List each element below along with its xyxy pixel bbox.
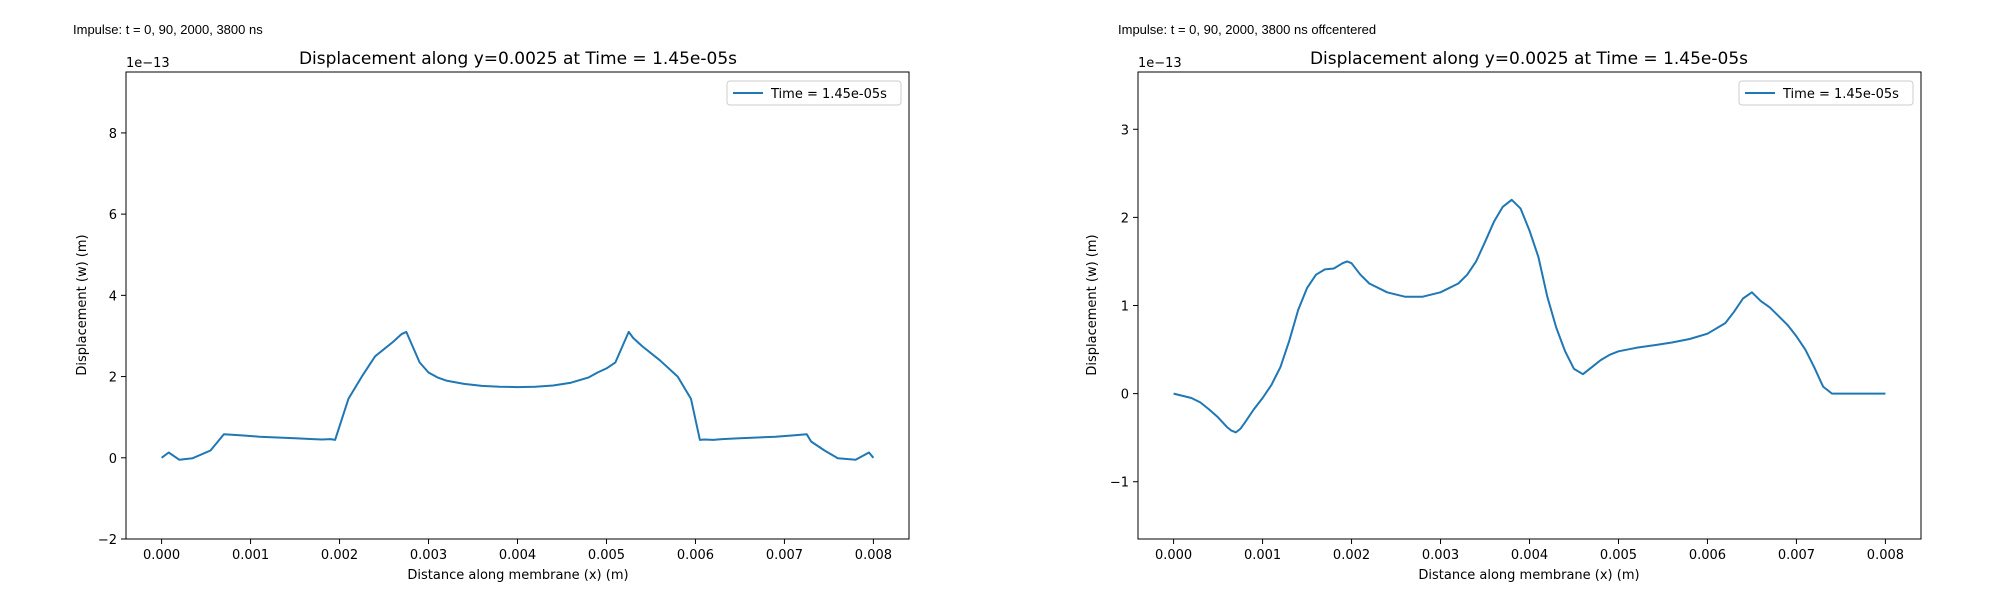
chart-title-right: Displacement along y=0.0025 at Time = 1.… [1310, 49, 1748, 69]
x-axis-ticks-left: 0.000 0.001 0.002 0.003 0.004 0.005 0.006 0.007… [143, 539, 892, 563]
x-tick-label: 0.008 [855, 548, 892, 563]
y-tick-label: 0 [1121, 388, 1129, 403]
panel-annotation-right: Impulse: t = 0, 90, 2000, 3800 ns offcen… [1118, 22, 1376, 37]
panel-annotation-left: Impulse: t = 0, 90, 2000, 3800 ns [73, 22, 263, 37]
legend-label-right: Time = 1.45e-05s [1782, 87, 1899, 102]
y-tick-label: 3 [1121, 123, 1129, 138]
series-line-left [161, 330, 875, 461]
x-tick-label: 0.006 [1689, 548, 1726, 563]
series-line-right [1173, 198, 1886, 434]
x-tick-label: 0.000 [143, 548, 180, 563]
x-axis-ticks-right: 0.000 0.001 0.002 0.003 0.004 0.005 0.006 0.007… [1155, 539, 1904, 563]
plot-area-right [1137, 71, 1922, 540]
y-tick-label: 1 [1121, 300, 1129, 315]
legend-box-left [726, 80, 902, 106]
plot-area-left [125, 71, 910, 540]
y-tick-label: −2 [98, 533, 117, 548]
x-tick-label: 0.002 [321, 548, 358, 563]
chart-panel-left: Impulse: t = 0, 90, 2000, 3800 ns Displa… [73, 22, 910, 583]
x-tick-label: 0.004 [499, 548, 536, 563]
chart-panel-right: Impulse: t = 0, 90, 2000, 3800 ns offcen… [1085, 22, 1922, 583]
y-axis-label-left: Displacement (w) (m) [75, 234, 90, 375]
x-tick-label: 0.005 [1600, 548, 1637, 563]
x-tick-label: 0.001 [1244, 548, 1281, 563]
x-tick-label: 0.007 [766, 548, 803, 563]
y-axis-ticks-right: −1 0 1 2 3 [1110, 123, 1138, 491]
x-tick-label: 0.004 [1511, 548, 1548, 563]
y-tick-label: 2 [1121, 211, 1129, 226]
y-tick-label: 6 [109, 208, 117, 223]
chart-title-left: Displacement along y=0.0025 at Time = 1.… [299, 49, 737, 69]
x-tick-label: 0.007 [1778, 548, 1815, 563]
y-tick-label: 2 [109, 371, 117, 386]
x-tick-label: 0.000 [1155, 548, 1192, 563]
x-axis-label-right: Distance along membrane (x) (m) [1418, 568, 1639, 583]
legend-box-right [1738, 80, 1914, 106]
y-tick-label: −1 [1110, 476, 1129, 491]
x-tick-label: 0.002 [1333, 548, 1370, 563]
y-offset-label-right: 1e−13 [1138, 56, 1182, 71]
y-tick-label: 4 [109, 289, 117, 304]
y-offset-label-left: 1e−13 [126, 56, 170, 71]
legend-left: Time = 1.45e-05s [726, 80, 902, 106]
y-tick-label: 8 [109, 127, 117, 142]
x-tick-label: 0.003 [410, 548, 447, 563]
y-tick-label: 0 [109, 452, 117, 467]
x-tick-label: 0.005 [588, 548, 625, 563]
y-axis-ticks-left: −2 0 2 4 6 8 [98, 127, 126, 548]
x-tick-label: 0.006 [677, 548, 714, 563]
x-tick-label: 0.001 [232, 548, 269, 563]
x-axis-label-left: Distance along membrane (x) (m) [407, 568, 628, 583]
y-axis-label-right: Displacement (w) (m) [1085, 234, 1100, 375]
x-tick-label: 0.008 [1867, 548, 1904, 563]
legend-label-left: Time = 1.45e-05s [770, 87, 887, 102]
legend-right: Time = 1.45e-05s [1738, 80, 1914, 106]
x-tick-label: 0.003 [1422, 548, 1459, 563]
